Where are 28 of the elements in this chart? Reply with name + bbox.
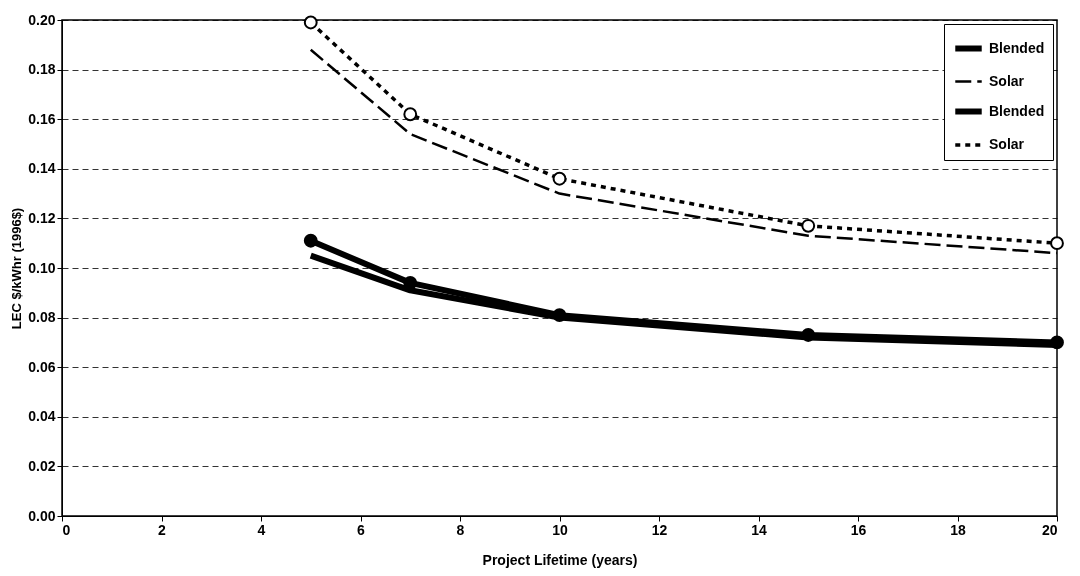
y-tick-label: 0.18 (28, 61, 56, 78)
x-tick-label: 10 (552, 521, 568, 538)
x-axis-title: Project Lifetime (years) (482, 551, 638, 568)
legend-label: Blended (989, 102, 1045, 119)
y-tick-label: 0.20 (28, 11, 56, 28)
y-tick-label: 0.14 (28, 160, 56, 177)
x-tick-label: 20 (1041, 521, 1058, 538)
y-tick-label: 0.00 (28, 507, 56, 524)
legend-label: Solar (989, 72, 1025, 89)
legend-label: Blended (989, 39, 1045, 56)
x-tick-label: 16 (850, 521, 867, 538)
y-tick-label: 0.06 (28, 358, 56, 375)
y-tick-label: 0.10 (28, 259, 56, 276)
x-tick-label: 0 (62, 521, 71, 538)
y-tick-label: 0.12 (28, 209, 56, 226)
x-tick-label: 2 (158, 521, 167, 538)
x-tick-label: 8 (456, 521, 465, 538)
y-tick-label: 0.08 (28, 309, 56, 326)
y-tick-label: 0.16 (28, 110, 56, 127)
y-axis-title: LEC $/kWhr (1996$) (9, 207, 25, 330)
x-tick-label: 14 (751, 521, 767, 538)
x-tick-label: 4 (257, 521, 266, 538)
legend-label: Solar (989, 136, 1025, 152)
x-tick-label: 6 (357, 521, 366, 538)
y-tick-label: 0.04 (28, 408, 56, 425)
x-tick-label: 12 (651, 521, 668, 538)
y-tick-label: 0.02 (28, 457, 56, 474)
x-tick-label: 18 (950, 521, 966, 538)
